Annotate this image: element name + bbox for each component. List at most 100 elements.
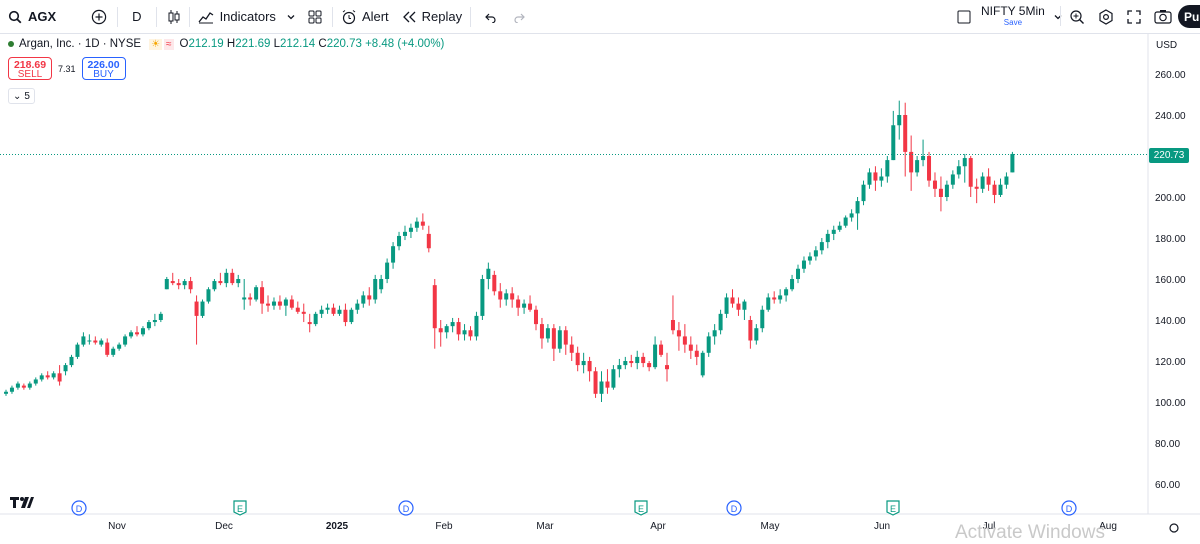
dividend-marker-label: D (731, 504, 738, 514)
dividend-marker-label: D (403, 504, 410, 514)
candle-body (861, 184, 866, 202)
candle-body (367, 295, 372, 300)
quick-search-button[interactable] (1069, 0, 1085, 33)
tradingview-logo[interactable] (10, 495, 34, 512)
candle-body (593, 371, 598, 394)
buy-label: BUY (93, 69, 114, 80)
candle-body (289, 299, 294, 308)
candle-body (385, 262, 390, 279)
candle-body (450, 322, 455, 327)
candle-body (998, 184, 1003, 195)
candle-body (557, 330, 562, 349)
dividend-marker-label: D (1066, 504, 1073, 514)
indicators-button[interactable]: Indicators (198, 0, 276, 33)
candle-body (152, 320, 157, 323)
x-tick-label: Aug (1099, 521, 1117, 532)
candle-body (57, 373, 62, 382)
last-price-label: 220.73 (1149, 148, 1189, 163)
low-label: L (273, 38, 280, 50)
candle-body (218, 281, 223, 284)
candle-body (432, 285, 437, 329)
candle-body (349, 309, 354, 323)
publish-button[interactable]: Pu (1178, 5, 1200, 28)
divider (188, 6, 190, 27)
sell-price: 218.69 (13, 59, 47, 71)
candle-body (569, 344, 574, 353)
layout-button[interactable] (308, 0, 322, 33)
y-tick-label: 260.00 (1155, 70, 1186, 81)
sell-button[interactable]: 218.69 SELL (8, 57, 52, 80)
gear-icon (1098, 8, 1114, 25)
candle-body (855, 201, 860, 214)
candle-body (4, 391, 8, 394)
settings-button[interactable] (1098, 0, 1114, 33)
alert-button[interactable]: Alert (341, 0, 389, 33)
interval-button[interactable]: D (132, 0, 141, 33)
candle-body (373, 279, 378, 300)
snapshot-button[interactable] (1154, 0, 1172, 33)
candle-body (224, 272, 229, 284)
candle-body (146, 322, 151, 329)
redo-button[interactable] (513, 0, 527, 33)
undo-button[interactable] (483, 0, 497, 33)
candle-body (736, 303, 741, 310)
candle-body (617, 365, 622, 370)
fullscreen-icon (1127, 9, 1141, 24)
interval-label: D (132, 9, 142, 24)
candles-icon (167, 9, 181, 25)
fullscreen-button[interactable] (1127, 0, 1141, 33)
layout-select[interactable]: NIFTY 5Min Save (957, 0, 1063, 33)
candle-body (379, 279, 384, 290)
chart-type-button[interactable] (167, 0, 181, 33)
series-title[interactable]: Argan, Inc. · 1D · NYSE (19, 38, 142, 50)
trade-panel: 218.69 SELL 7.31 226.00 BUY (8, 57, 126, 80)
dividend-marker-label: D (76, 504, 83, 514)
buy-button[interactable]: 226.00 BUY (81, 57, 126, 80)
candle-body (426, 233, 431, 249)
candle-body (724, 297, 729, 314)
candle-body (117, 344, 122, 349)
earnings-marker (233, 500, 247, 516)
indicators-toggle[interactable]: ⌄ 5 (8, 88, 35, 104)
compare-button[interactable] (91, 0, 107, 33)
rewind-icon (402, 11, 417, 23)
candle-body (885, 160, 890, 177)
dividend-marker (1061, 500, 1077, 516)
candle-body (754, 328, 759, 341)
alert-label: Alert (361, 9, 389, 24)
candle-body (825, 233, 830, 243)
candle-body (539, 324, 544, 339)
x-tick-label: 2025 (326, 521, 349, 532)
candle-body (15, 383, 20, 388)
series-legend: Argan, Inc. · 1D · NYSE ☀ ≈ O212.19 H221… (8, 38, 444, 50)
y-tick-label: 120.00 (1155, 357, 1186, 368)
chevron-down-icon (286, 12, 296, 22)
candle-body (879, 176, 884, 181)
candle-body (522, 303, 527, 308)
candle-body (402, 231, 407, 236)
x-tick-label: Mar (536, 521, 554, 532)
undo-icon (483, 11, 497, 23)
candle-body (682, 336, 687, 345)
activation-watermark: Activate Windows (955, 522, 1105, 543)
redo-icon (513, 11, 527, 23)
candle-body (629, 361, 634, 364)
candle-body (498, 291, 503, 300)
indicator-count: 5 (24, 90, 30, 102)
add-circle-icon (91, 9, 107, 25)
currency-label[interactable]: USD (1156, 40, 1178, 51)
replay-button[interactable]: Replay (402, 0, 463, 33)
candle-body (688, 344, 693, 351)
weather-icon: ☀ (149, 38, 163, 50)
indicator-templates-button[interactable] (286, 0, 296, 33)
candle-body (932, 180, 937, 189)
y-tick-label: 200.00 (1155, 193, 1186, 204)
candle-body (623, 361, 628, 366)
symbol-search[interactable]: AGX (8, 0, 56, 33)
candle-body (903, 115, 908, 152)
open-label: O (179, 38, 189, 50)
price-chart[interactable]: 260.00240.00220.00200.00180.00160.00140.… (0, 34, 1200, 540)
replay-label: Replay (421, 9, 463, 24)
candle-body (587, 361, 592, 372)
divider (117, 6, 119, 27)
